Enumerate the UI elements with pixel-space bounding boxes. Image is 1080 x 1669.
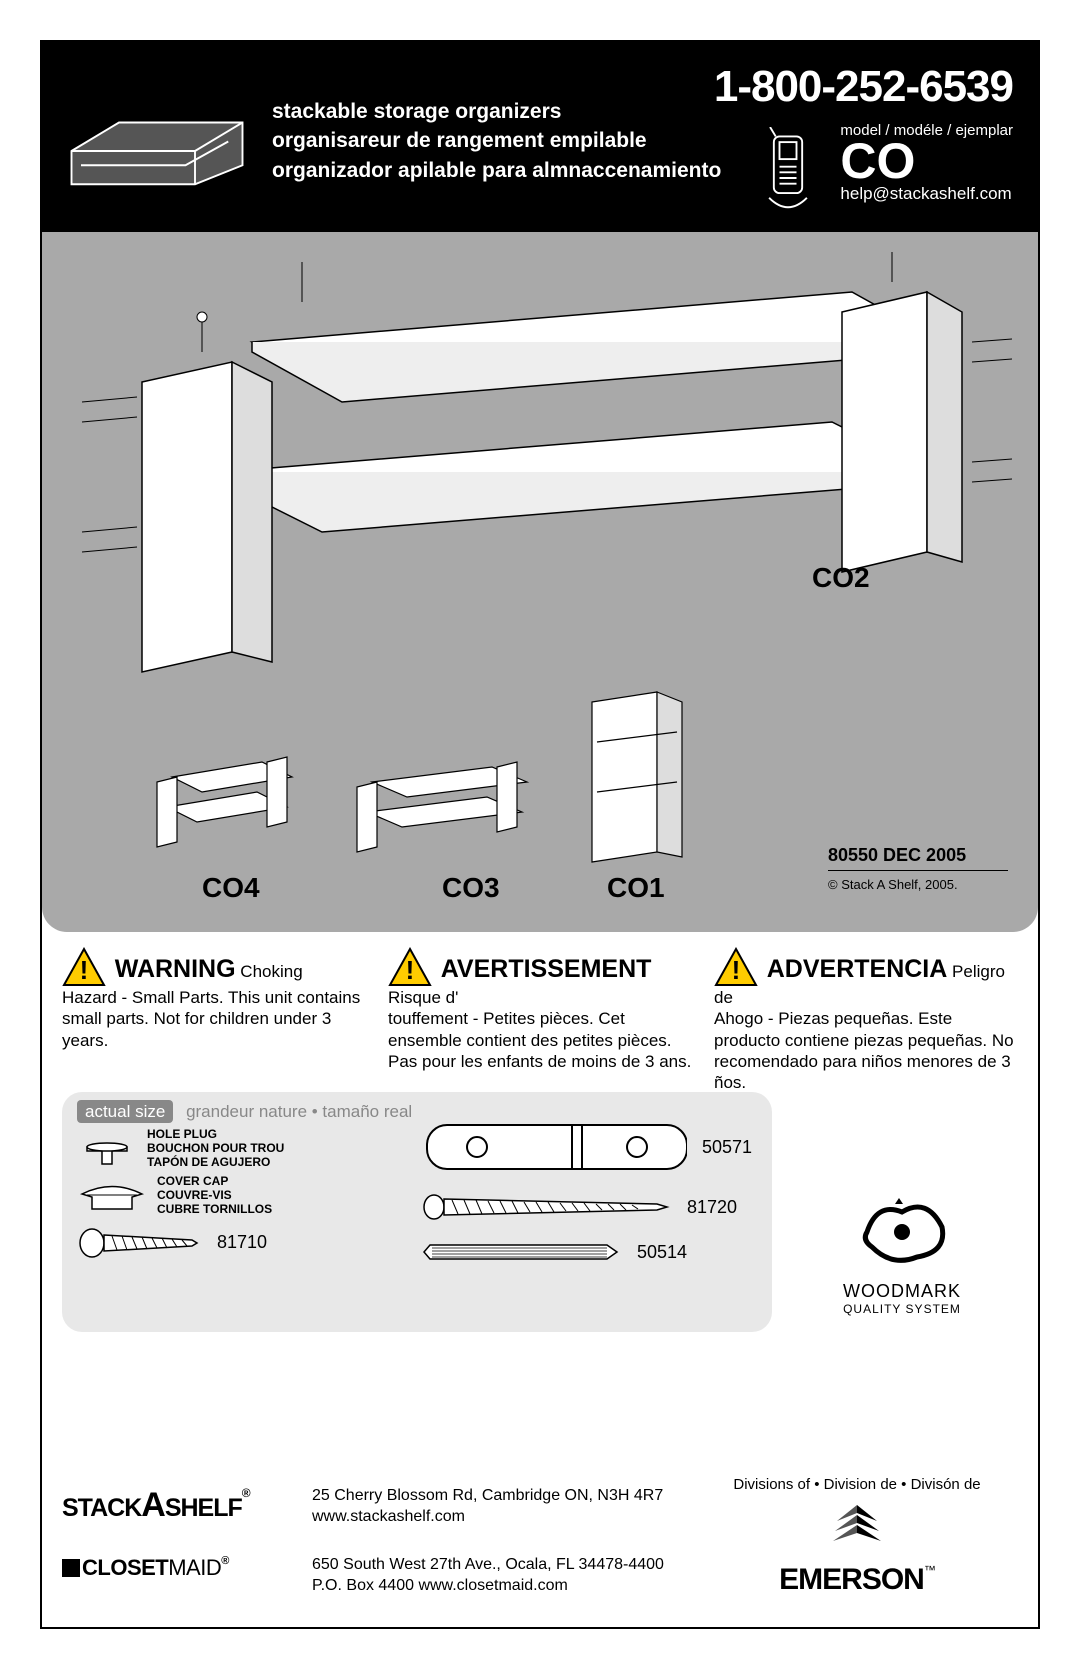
small-diagram-co3 (342, 732, 542, 862)
footer-brands: STACKASHELF® CLOSETMAID® (62, 1476, 312, 1581)
warning-body-fr: touffement - Petites pièces. Cet ensembl… (388, 1008, 696, 1072)
part-name: HOLE PLUG (147, 1128, 347, 1142)
address-1: 25 Cherry Blossom Rd, Cambridge ON, N3H … (312, 1486, 692, 1528)
dowel-icon (422, 1237, 622, 1267)
woodmark-sub: QUALITY SYSTEM (792, 1302, 1012, 1316)
product-line-en: stackable storage organizers (272, 97, 721, 126)
product-line-fr: organisareur de rangement empilable (272, 126, 721, 155)
label-co1: CO1 (607, 872, 665, 904)
warning-title-fr: AVERTISSEMENT (441, 955, 652, 983)
part-name: BOUCHON POUR TROU (147, 1142, 347, 1156)
address-2: 650 South West 27th Ave., Ocala, FL 3447… (312, 1555, 692, 1597)
actual-size-translations: grandeur nature • tamaño real (186, 1102, 412, 1121)
warning-es: ! ADVERTENCIA Peligro de Ahogo - Piezas … (714, 947, 1022, 1093)
label-co2: CO2 (812, 562, 870, 594)
cover-cap-icon (77, 1179, 147, 1214)
woodmark-icon (847, 1192, 957, 1272)
square-icon (62, 1559, 80, 1577)
parent-name: EMERSON (779, 1563, 924, 1596)
part-name: TAPÓN DE AGUJERO (147, 1156, 347, 1170)
bracket-icon (422, 1117, 687, 1177)
model-block: model / modéle / ejemplar CO help@stacka… (840, 122, 1013, 204)
warning-sub-fr: Risque d' (388, 988, 458, 1007)
right-parts-column: 50571 81720 (422, 1117, 752, 1282)
brand2-a: CLOSET (82, 1555, 168, 1580)
hole-plug-icon (77, 1129, 137, 1169)
actual-size-panel: actual size grandeur nature • tamaño rea… (62, 1092, 772, 1332)
part-name: CUBRE TORNILLOS (157, 1203, 357, 1217)
brand1-mid: A (141, 1486, 165, 1524)
header: stackable storage organizers organisareu… (42, 42, 1038, 232)
warning-fr: ! AVERTISSEMENT Risque d' touffement - P… (388, 947, 696, 1093)
screw-short-icon (77, 1223, 207, 1263)
part-id: 81720 (687, 1197, 737, 1218)
brand1-b: SHELF (165, 1494, 242, 1522)
copyright: © Stack A Shelf, 2005. (828, 877, 1008, 892)
small-diagram-co1 (572, 672, 702, 872)
woodmark-badge: WOODMARK QUALITY SYSTEM (792, 1192, 1012, 1316)
page: stackable storage organizers organisareu… (40, 40, 1040, 1629)
cellphone-icon (763, 127, 813, 212)
warning-triangle-icon: ! (388, 947, 432, 987)
document-meta: 80550 DEC 2005 © Stack A Shelf, 2005. (828, 845, 1008, 892)
brand1-a: STACK (62, 1494, 141, 1522)
warning-body-en: Hazard - Small Parts. This unit contains… (62, 987, 370, 1051)
part-name: COUVRE-VIS (157, 1189, 357, 1203)
actual-size-label: actual size (77, 1100, 173, 1123)
header-product-lines: stackable storage organizers organisareu… (272, 97, 721, 185)
part-dowel: 50514 (422, 1237, 752, 1267)
screw-long-icon (422, 1192, 672, 1222)
small-diagram-co4 (142, 722, 312, 862)
parent-company: EMERSON™ (692, 1563, 1022, 1597)
product-line-es: organizador apilable para almnaccenamien… (272, 156, 721, 185)
warning-triangle-icon: ! (714, 947, 758, 987)
doc-number: 80550 DEC 2005 (828, 845, 1008, 866)
warnings-row: ! WARNING Choking Hazard - Small Parts. … (62, 947, 1022, 1093)
phone-number: 1-800-252-6539 (714, 62, 1013, 112)
warning-triangle-icon: ! (62, 947, 106, 987)
part-name: COVER CAP (157, 1175, 357, 1189)
svg-text:!: ! (406, 955, 415, 985)
footer: STACKASHELF® CLOSETMAID® 25 Cherry Bloss… (62, 1476, 1022, 1597)
warning-body-es: Ahogo - Piezas pequeñas. Este producto c… (714, 1008, 1022, 1093)
brand-closetmaid: CLOSETMAID® (62, 1555, 312, 1581)
diagram-area: CO2 CO4 CO3 (42, 232, 1038, 932)
emerson-icon (827, 1503, 887, 1558)
warning-title-en: WARNING (115, 955, 236, 983)
warning-title-es: ADVERTENCIA (767, 955, 948, 983)
brand-stackashelf: STACKASHELF® (62, 1486, 312, 1525)
exploded-view-main (72, 252, 1012, 682)
footer-parent: Divisions of • Division de • Divisón de … (692, 1476, 1022, 1597)
warning-en: ! WARNING Choking Hazard - Small Parts. … (62, 947, 370, 1093)
support-email: help@stackashelf.com (840, 184, 1013, 204)
part-screw-long: 81720 (422, 1192, 752, 1222)
part-bracket: 50571 (422, 1117, 752, 1177)
label-co4: CO4 (202, 872, 260, 904)
meta-divider (828, 870, 1008, 871)
brand2-b: MAID (168, 1555, 221, 1580)
svg-text:!: ! (732, 955, 741, 985)
footer-addresses: 25 Cherry Blossom Rd, Cambridge ON, N3H … (312, 1476, 692, 1597)
label-co3: CO3 (442, 872, 500, 904)
header-shelf-icon (62, 72, 252, 192)
warning-sub-en: Choking (240, 962, 302, 981)
part-id: 81710 (217, 1232, 267, 1253)
part-id: 50571 (702, 1137, 752, 1158)
model-code: CO (840, 139, 1013, 184)
svg-text:!: ! (80, 955, 89, 985)
part-id: 50514 (637, 1242, 687, 1263)
woodmark-title: WOODMARK (792, 1281, 1012, 1302)
divisions-label: Divisions of • Division de • Divisón de (692, 1476, 1022, 1493)
